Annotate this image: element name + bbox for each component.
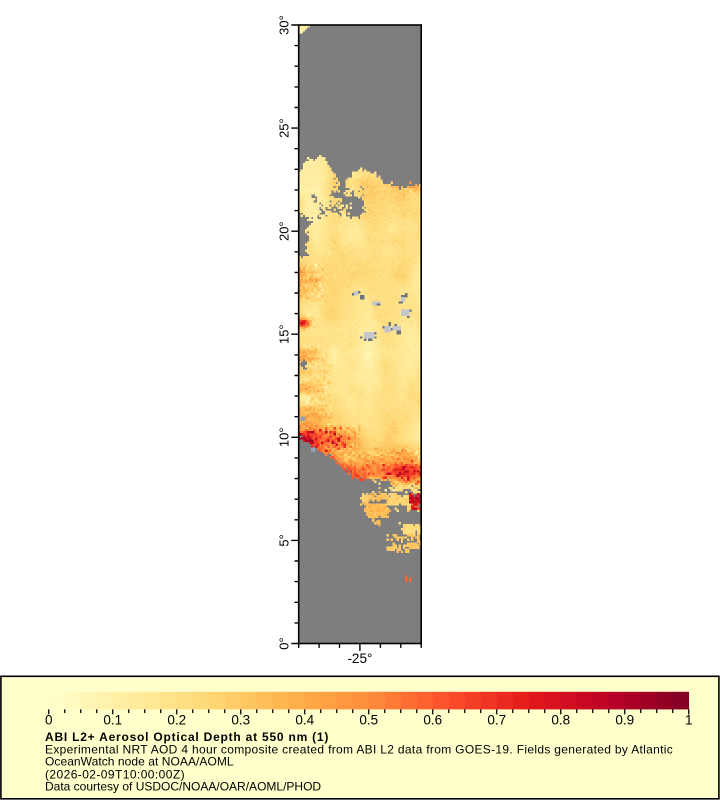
svg-text:0.2: 0.2 bbox=[167, 713, 186, 728]
svg-text:25°: 25° bbox=[277, 118, 292, 138]
svg-text:Data courtesy of USDOC/NOAA/OA: Data courtesy of USDOC/NOAA/OAR/AOML/PHO… bbox=[45, 779, 321, 793]
svg-text:0.5: 0.5 bbox=[359, 713, 378, 728]
svg-text:0.8: 0.8 bbox=[551, 713, 570, 728]
svg-text:0.7: 0.7 bbox=[487, 713, 506, 728]
svg-text:0.9: 0.9 bbox=[615, 713, 634, 728]
svg-text:20°: 20° bbox=[277, 221, 292, 241]
svg-text:15°: 15° bbox=[277, 324, 292, 344]
svg-text:5°: 5° bbox=[277, 534, 292, 546]
svg-text:0.3: 0.3 bbox=[231, 713, 250, 728]
svg-text:OceanWatch node at NOAA/AOML: OceanWatch node at NOAA/AOML bbox=[45, 755, 234, 769]
svg-text:0.6: 0.6 bbox=[423, 713, 442, 728]
svg-text:10°: 10° bbox=[277, 427, 292, 447]
svg-text:30°: 30° bbox=[277, 15, 292, 35]
svg-text:ABI L2+ Aerosol Optical Depth: ABI L2+ Aerosol Optical Depth at 550 nm … bbox=[45, 730, 329, 744]
svg-text:-25°: -25° bbox=[347, 651, 372, 666]
svg-text:0.4: 0.4 bbox=[295, 713, 314, 728]
svg-text:Experimental NRT AOD 4 hour co: Experimental NRT AOD 4 hour composite cr… bbox=[45, 742, 673, 756]
svg-text:0°: 0° bbox=[277, 637, 292, 649]
svg-text:0: 0 bbox=[45, 713, 53, 728]
svg-text:0.1: 0.1 bbox=[103, 713, 122, 728]
svg-text:(2026-02-09T10:00:00Z): (2026-02-09T10:00:00Z) bbox=[45, 767, 185, 781]
svg-text:1: 1 bbox=[685, 713, 693, 728]
